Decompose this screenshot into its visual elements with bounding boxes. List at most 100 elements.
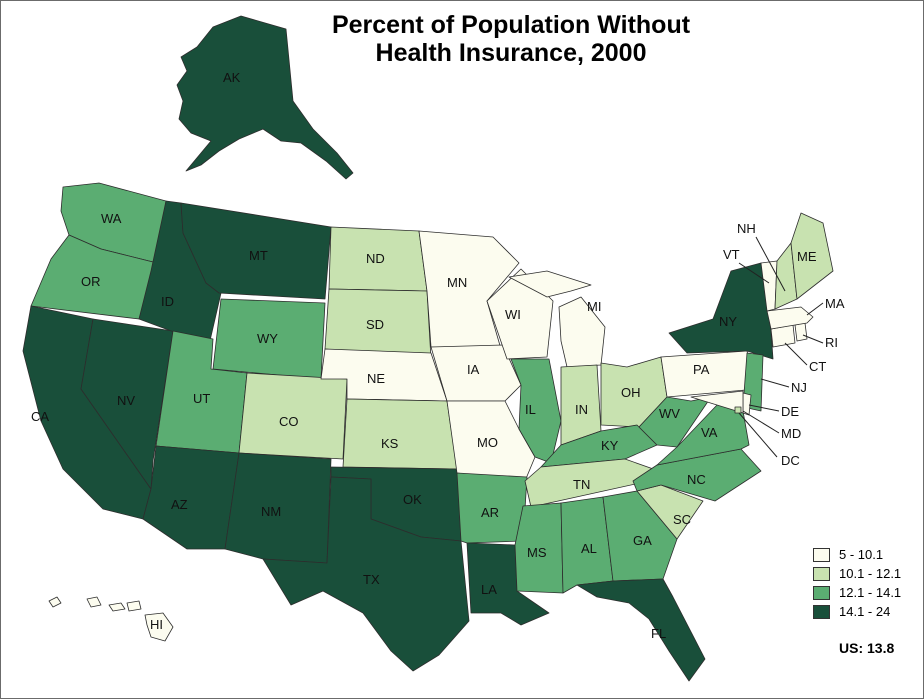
label-ri: RI bbox=[825, 335, 838, 350]
label-oh: OH bbox=[621, 385, 641, 400]
label-pa: PA bbox=[693, 362, 710, 377]
leader-nh bbox=[755, 236, 786, 292]
label-id: ID bbox=[161, 294, 174, 309]
label-nh: NH bbox=[737, 221, 756, 236]
legend-swatch bbox=[813, 566, 830, 581]
label-ca: CA bbox=[31, 409, 49, 424]
us-summary: US: 13.8 bbox=[839, 640, 895, 656]
legend-swatch bbox=[813, 604, 830, 619]
label-tn: TN bbox=[573, 477, 590, 492]
label-ms: MS bbox=[527, 545, 547, 560]
label-in: IN bbox=[575, 402, 588, 417]
leader-vt bbox=[738, 262, 770, 284]
state-hi-1 bbox=[48, 596, 62, 608]
leader-de bbox=[748, 404, 780, 412]
label-nc: NC bbox=[687, 472, 706, 487]
legend-item: 5 - 10.1 bbox=[813, 545, 901, 564]
label-tx: TX bbox=[363, 572, 380, 587]
state-hi-2 bbox=[86, 596, 102, 608]
state-il bbox=[510, 358, 562, 464]
leader-md bbox=[742, 410, 780, 434]
state-ri bbox=[794, 322, 808, 342]
label-md: MD bbox=[781, 426, 801, 441]
label-ny: NY bbox=[719, 314, 737, 329]
leader-ma bbox=[806, 302, 824, 316]
label-il: IL bbox=[525, 402, 536, 417]
label-fl: FL bbox=[651, 626, 666, 641]
state-co bbox=[238, 372, 348, 460]
label-al: AL bbox=[581, 541, 597, 556]
label-ok: OK bbox=[403, 492, 422, 507]
state-md bbox=[690, 390, 744, 414]
state-hi-4 bbox=[126, 600, 142, 612]
legend: 5 - 10.1 10.1 - 12.1 12.1 - 14.1 14.1 - … bbox=[813, 545, 901, 621]
label-wa: WA bbox=[101, 211, 122, 226]
map-title: Percent of Population Without Health Ins… bbox=[251, 11, 771, 67]
state-me bbox=[790, 212, 834, 300]
state-ak bbox=[176, 15, 354, 180]
label-ak: AK bbox=[223, 70, 241, 85]
state-ms bbox=[514, 502, 564, 594]
label-ct: CT bbox=[809, 359, 826, 374]
label-mt: MT bbox=[249, 248, 268, 263]
state-ny bbox=[668, 262, 774, 360]
label-nj: NJ bbox=[791, 380, 807, 395]
label-co: CO bbox=[279, 414, 299, 429]
label-ne: NE bbox=[367, 371, 385, 386]
legend-label: 12.1 - 14.1 bbox=[839, 585, 902, 600]
title-line-2: Health Insurance, 2000 bbox=[375, 39, 647, 67]
legend-swatch bbox=[813, 585, 830, 600]
label-or: OR bbox=[81, 274, 101, 289]
leader-nj bbox=[760, 378, 790, 388]
label-nd: ND bbox=[366, 251, 385, 266]
state-ga bbox=[602, 490, 678, 582]
label-sd: SD bbox=[366, 317, 384, 332]
label-ia: IA bbox=[467, 362, 480, 377]
state-nv bbox=[80, 318, 174, 490]
state-tx bbox=[262, 476, 470, 672]
label-ky: KY bbox=[601, 438, 619, 453]
label-wy: WY bbox=[257, 331, 278, 346]
state-ma bbox=[766, 306, 814, 330]
label-ma: MA bbox=[825, 296, 845, 311]
label-va: VA bbox=[701, 425, 718, 440]
label-ks: KS bbox=[381, 436, 399, 451]
legend-item: 14.1 - 24 bbox=[813, 602, 901, 621]
label-mi: MI bbox=[587, 299, 601, 314]
title-line-1: Percent of Population Without bbox=[331, 11, 691, 39]
legend-label: 5 - 10.1 bbox=[839, 547, 884, 562]
state-hi-3 bbox=[108, 602, 126, 612]
label-de: DE bbox=[781, 404, 799, 419]
label-ut: UT bbox=[193, 391, 210, 406]
legend-swatch bbox=[813, 547, 830, 562]
legend-item: 10.1 - 12.1 bbox=[813, 564, 901, 583]
label-sc: SC bbox=[673, 512, 691, 527]
leader-ri bbox=[802, 334, 824, 344]
legend-label: 14.1 - 24 bbox=[839, 604, 891, 619]
label-wi: WI bbox=[505, 307, 521, 322]
state-ks bbox=[342, 398, 458, 470]
label-ga: GA bbox=[633, 533, 652, 548]
state-mi-upper bbox=[508, 270, 592, 298]
label-wv: WV bbox=[659, 406, 680, 421]
state-ia bbox=[430, 344, 522, 402]
state-dc bbox=[734, 406, 742, 414]
label-la: LA bbox=[481, 582, 497, 597]
state-fl bbox=[576, 578, 706, 682]
label-vt: VT bbox=[723, 247, 740, 262]
label-mo: MO bbox=[477, 435, 498, 450]
state-mn bbox=[418, 230, 520, 350]
label-me: ME bbox=[797, 249, 817, 264]
leader-ct bbox=[784, 342, 808, 366]
legend-item: 12.1 - 14.1 bbox=[813, 583, 901, 602]
label-nm: NM bbox=[261, 504, 281, 519]
label-mn: MN bbox=[447, 275, 467, 290]
state-az bbox=[142, 445, 240, 550]
label-nv: NV bbox=[117, 393, 135, 408]
state-ar bbox=[456, 472, 528, 544]
leader-dc bbox=[738, 412, 778, 458]
legend-label: 10.1 - 12.1 bbox=[839, 566, 902, 581]
label-hi: HI bbox=[150, 617, 163, 632]
